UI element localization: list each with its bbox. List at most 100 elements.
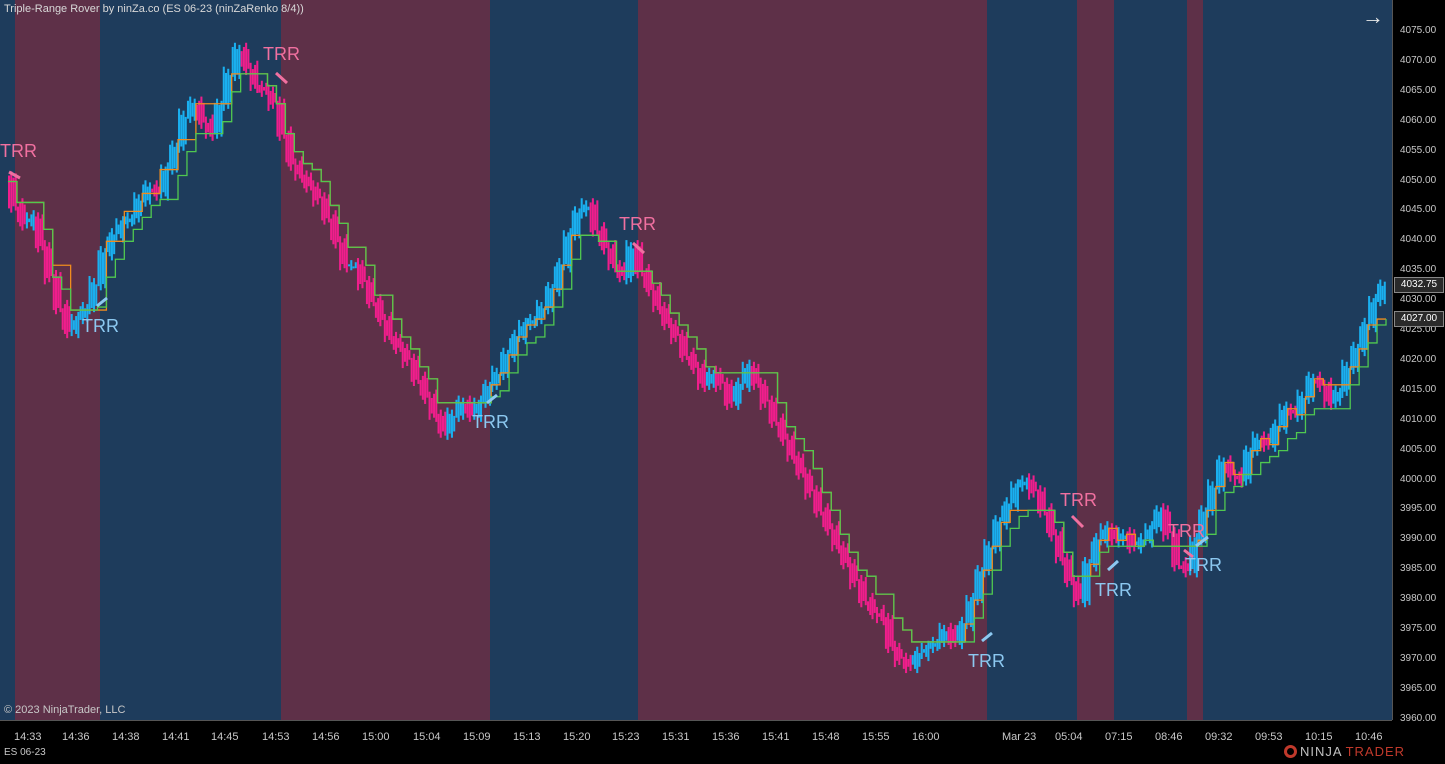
price-label: 4045.00 [1400,204,1437,216]
price-bar [1108,527,1111,542]
price-bar [685,331,688,361]
price-bar [779,417,782,442]
price-bar [242,46,245,71]
price-bar [1316,375,1319,388]
price-bar [1092,537,1095,568]
price-bar [1003,501,1006,526]
price-label: 3990.00 [1400,533,1437,545]
price-bar [1303,397,1306,414]
time-label: 14:56 [312,731,340,743]
price-bar [732,386,735,402]
time-label: 14:41 [162,731,190,743]
price-bar [500,351,503,376]
price-bar [1005,497,1008,530]
time-label: 15:31 [662,731,690,743]
price-bar [692,347,695,375]
price-bar [922,649,925,653]
ninjatrader-logo-icon [1284,745,1297,758]
price-bar [1354,348,1357,368]
price-axis[interactable] [1392,0,1445,720]
price-bar [171,140,174,175]
price-bar [1048,507,1051,538]
right-arrow-icon[interactable]: → [1362,4,1384,29]
price-bar [305,170,308,193]
price-bar [265,82,268,95]
price-bar [1088,559,1091,606]
price-bar [884,617,887,649]
price-bar [278,96,281,141]
price-bar [1258,439,1261,450]
price-bar [395,331,398,355]
price-bar [330,218,333,241]
price-bar [216,98,219,139]
price-bar [1119,533,1122,542]
price-bar [974,569,977,601]
price-bar [846,543,849,568]
price-label: 4020.00 [1400,353,1437,365]
price-bar [441,415,445,432]
price-bar [1271,423,1274,448]
price-bar [415,360,418,380]
price-bar [126,212,129,229]
price-bar [213,102,216,135]
price-bar [1077,577,1080,606]
price-bar [390,311,393,345]
price-bar [927,640,930,662]
price-bar [1356,343,1359,372]
price-bar [54,270,58,315]
price-bar [377,298,380,323]
price-bar [1193,537,1196,574]
price-bar [1019,479,1022,488]
price-bar [837,521,840,554]
price-bar [392,336,395,350]
price-bar [1343,365,1346,392]
price-bar [817,491,820,512]
price-bar [502,347,505,381]
price-bar [1309,377,1312,398]
price-bar [1084,557,1087,608]
price-bar [1287,407,1290,416]
signal-label-bull: TRR [82,316,119,336]
price-bar [1222,457,1225,492]
price-bar [992,519,995,550]
price-bar [1052,509,1055,536]
price-bar [41,214,44,251]
price-bar [352,266,355,269]
price-bar [240,51,243,67]
price-bar [759,377,762,410]
price-bar [786,433,789,462]
price-bar [93,278,96,313]
price-bar [1113,529,1116,540]
current-price-tag: 4032.75 [1394,277,1444,293]
price-bar [484,379,487,408]
price-bar [341,242,344,265]
price-bar [907,659,910,667]
price-bar [1034,481,1037,492]
price-bar [1242,449,1245,482]
price-bar [473,397,476,420]
price-bar [518,319,521,343]
price-bar [224,72,228,105]
price-bar [1300,391,1304,420]
price-bar [978,571,981,599]
price-bar [614,240,617,273]
price-bar [714,365,717,392]
price-bar [761,383,764,404]
time-axis[interactable] [0,720,1392,764]
price-bar [202,102,205,123]
price-bar [670,317,673,345]
price-bar [379,293,382,327]
price-bar [981,567,984,604]
price-bar [585,200,588,217]
price-bar [833,529,836,546]
price-bar [258,84,261,93]
price-bar [325,198,328,219]
price-bar [271,86,275,109]
lower-band-line [8,73,1387,643]
price-bar [209,118,212,137]
price-bar [370,282,373,302]
price-bar [867,601,870,611]
price-bar [831,523,834,552]
price-bar [122,216,125,243]
price-bar [280,102,283,135]
